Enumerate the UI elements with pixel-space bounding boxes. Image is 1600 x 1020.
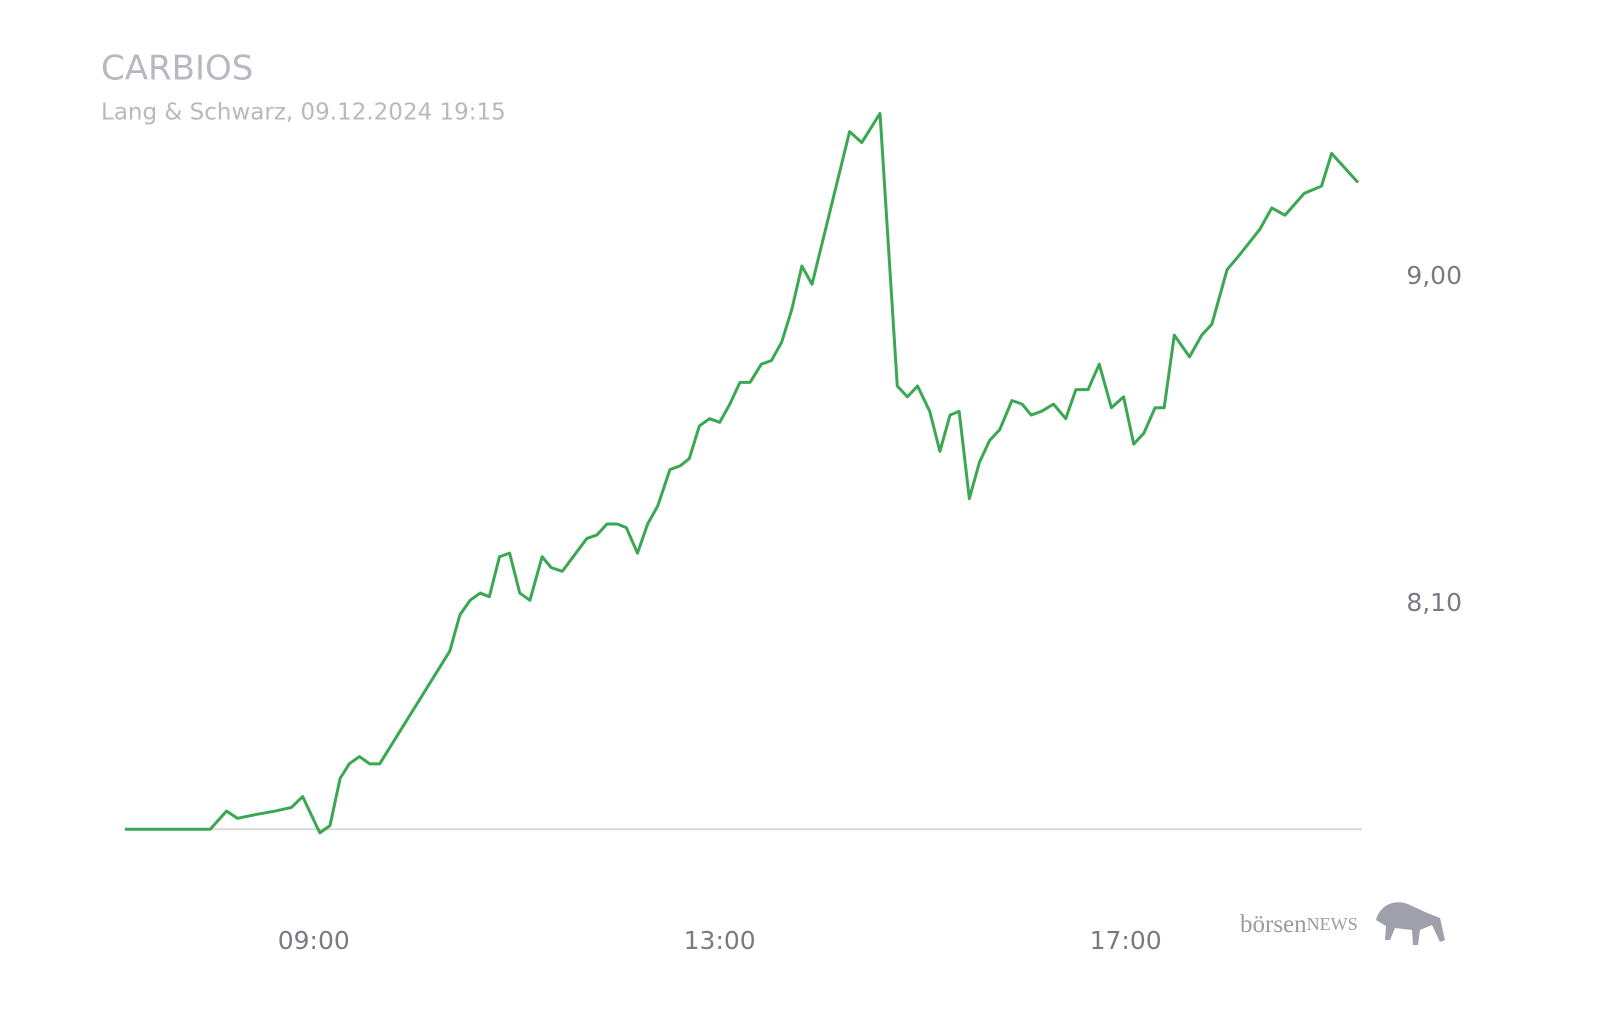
logo-suffix: NEWS [1307, 914, 1358, 934]
logo: börsenNEWS [1240, 902, 1445, 945]
price-line [125, 111, 1360, 835]
y-tick-label: 9,00 [1406, 261, 1462, 290]
logo-text: börsenNEWS [1240, 911, 1358, 938]
logo-prefix: börsen [1240, 911, 1307, 938]
x-tick-label: 09:00 [278, 926, 350, 955]
chart-title: CARBIOS [101, 49, 253, 89]
x-tick-label: 17:00 [1090, 926, 1162, 955]
logo-bull [1376, 902, 1445, 945]
x-tick-label: 13:00 [684, 926, 756, 955]
y-tick-label: 8,10 [1406, 588, 1462, 617]
chart-subtitle: Lang & Schwarz, 09.12.2024 19:15 [101, 100, 506, 126]
